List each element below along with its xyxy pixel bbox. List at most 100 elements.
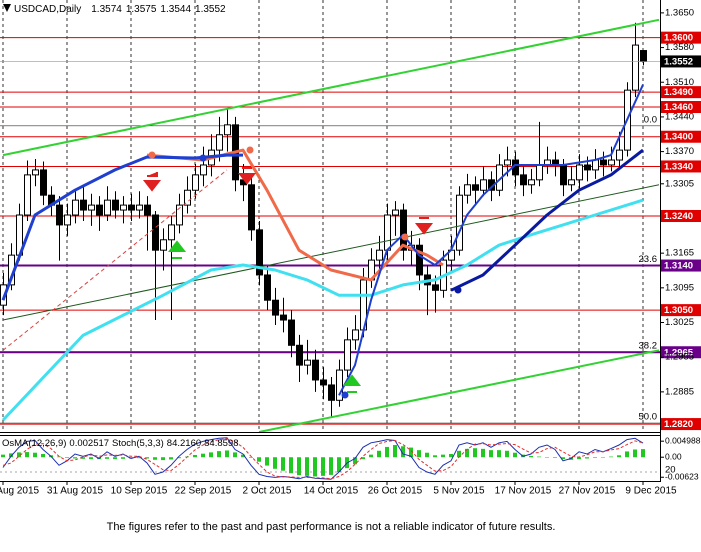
y-tick-label: 1.3650 [665,7,694,18]
moving-average [450,148,644,292]
y-tick-label: 0.004988 [665,435,701,445]
candle-body [632,44,639,91]
level-label: 1.3600 [664,33,693,44]
osma-bar [577,457,581,460]
candle-body [72,199,79,216]
osma-bar [113,457,117,460]
x-tick-label: 17 Nov 2015 [495,486,552,497]
buy-arrow [167,240,187,259]
candle-body [592,159,599,171]
candle-body [248,184,255,231]
candle-body [312,359,319,381]
y-tick-label: 1.2955 [665,352,694,363]
osma-bar [81,457,85,459]
candle-body [264,274,271,301]
candle-body [600,159,607,166]
osma-bar [297,457,301,476]
osma-bar [609,456,613,458]
osma-label: OsMA(12,26,9) [2,438,66,449]
osma-bar [329,457,333,475]
candle-body [416,244,423,276]
osma-bar [353,457,357,465]
osma-bar [73,457,77,459]
title-icon [3,4,11,12]
y-tick-label: 1.3580 [665,42,694,53]
candle-body [112,199,119,211]
y-tick-label: 1.3370 [665,146,694,157]
candle-body [472,184,479,191]
moving-average [2,18,660,157]
candle-body [168,224,175,241]
level-label: 1.3140 [664,261,693,272]
osma-bar [377,450,381,458]
moving-average [2,184,660,321]
candle-body [608,159,615,166]
y-tick-label: 1.3440 [665,111,694,122]
candle-body [528,179,535,186]
fib-label: 50.0 [639,412,658,423]
osma-bar [209,452,213,458]
osma-bar [281,457,285,471]
annotations [142,146,462,399]
candle-body [640,50,647,62]
last-high: 1.3575 [126,4,157,15]
x-tick-label: 14 Oct 2015 [304,486,359,497]
candle-body [280,314,287,321]
candle-body [96,204,103,216]
level-box [661,210,701,222]
x-tick-label: 2 Oct 2015 [243,486,292,497]
candle-body [504,159,511,166]
level-box [661,101,701,114]
level-label: 1.3460 [664,102,693,113]
moving-average [2,169,228,351]
candle-body [576,164,583,181]
level-box [661,259,701,272]
candle-body [328,384,335,401]
candle-body [584,164,591,171]
x-tick-label: 19 Aug 2015 [0,486,40,497]
osma-bar [545,457,549,458]
osma-bar [193,454,197,458]
price-label: 1.3552 [664,56,693,67]
signal-dot [401,233,409,241]
osma-bar [425,452,429,458]
candle-body [392,209,399,216]
candle-body [560,164,567,186]
level-box [661,130,701,143]
osma-bar [409,447,413,458]
osma-bar [441,454,445,458]
signal-dot [454,286,462,294]
level-label: 1.3400 [664,132,693,143]
level-box [661,418,701,431]
osma-last: 0.002517 [69,438,109,449]
price-box [661,55,701,68]
candle-body [216,134,223,151]
osma-bar [1,454,5,458]
osma-bar [641,449,645,458]
candle-body [40,169,47,196]
osma-bar [457,450,461,458]
osma-bar [585,457,589,459]
osma-bar [273,457,277,469]
x-tick-label: 26 Oct 2015 [368,486,423,497]
osma-bar [161,457,165,461]
candle-body [536,164,543,181]
fib-label: 0.0 [644,114,657,125]
osma-bar [401,446,405,458]
signal-dot [341,391,349,399]
osma-bar [257,457,261,462]
osma-bar [201,453,205,458]
stoch-label: Stoch(5,3,3) [112,438,164,449]
level-box [661,304,701,317]
last-low: 1.3544 [160,4,191,15]
candle-body [144,204,151,216]
candle-body [32,169,39,176]
osma-bar [513,452,517,458]
chart-title: USDCAD,Daily 1.3574 1.3575 1.3544 1.3552 [14,4,226,15]
x-tick-label: 5 Nov 2015 [433,486,485,497]
candle-body [224,124,231,136]
osma-bar [625,451,629,458]
indicator-title: OsMA(12,26,9) 0.002517 Stoch(5,3,3) 84.2160… [2,438,238,449]
candle-body [184,189,191,206]
fib-label: 38.2 [639,340,658,351]
